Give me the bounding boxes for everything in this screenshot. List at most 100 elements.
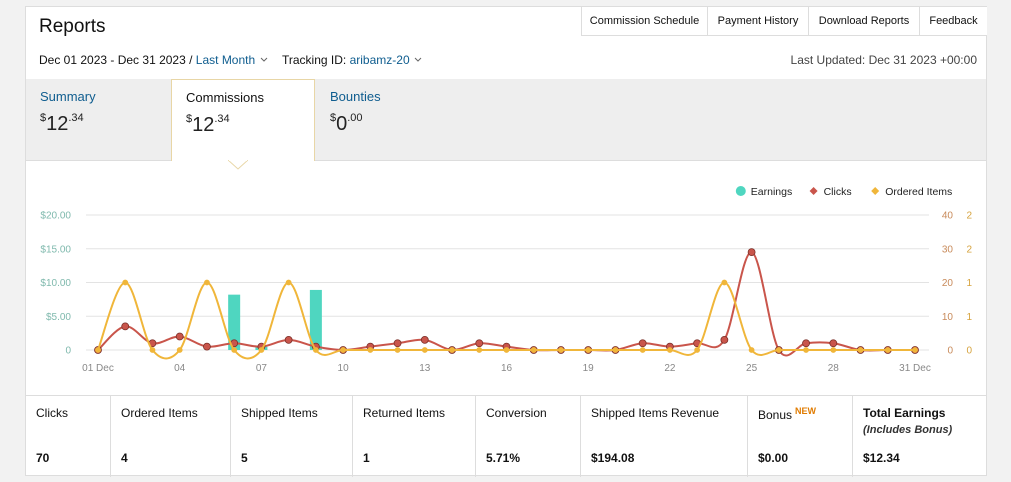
- column-header: Bonus NEW: [758, 406, 842, 422]
- point: [585, 347, 592, 353]
- summary-column: Ordered Items 4: [111, 396, 231, 477]
- bar: [228, 294, 241, 350]
- point: [503, 347, 510, 353]
- point: [884, 347, 891, 353]
- tracking-label: Tracking ID:: [282, 53, 347, 67]
- column-label: Shipped Items Revenue: [591, 406, 720, 420]
- download-reports-button[interactable]: Download Reports: [809, 7, 920, 36]
- bounties-tab[interactable]: Bounties $0.00: [316, 79, 461, 161]
- point: [612, 347, 619, 353]
- y-tick-label: $10.00: [40, 278, 71, 289]
- summary-table: Clicks 70 Ordered Items 4 Shipped Items 5 Retu…: [26, 395, 986, 477]
- point: [149, 347, 156, 353]
- column-value: $194.08: [591, 451, 635, 465]
- x-tick-label: 04: [174, 363, 186, 374]
- x-tick-label: 22: [664, 363, 676, 374]
- summary-column: Shipped Items Revenue $194.08: [581, 396, 748, 477]
- payment-history-button[interactable]: Payment History: [708, 7, 809, 36]
- point: [203, 342, 211, 351]
- point: [530, 347, 537, 353]
- point: [775, 347, 782, 353]
- y3-tick-label: 0: [966, 346, 972, 357]
- column-value: $12.34: [863, 451, 900, 465]
- point: [175, 332, 184, 341]
- y-tick-label: $15.00: [40, 244, 71, 255]
- cents: .00: [347, 112, 363, 124]
- point: [694, 347, 701, 353]
- point: [857, 347, 864, 353]
- date-filter[interactable]: Dec 01 2023 - Dec 31 2023 / Last Month: [39, 53, 269, 67]
- column-label: Clicks: [36, 406, 68, 420]
- column-value: $0.00: [758, 451, 789, 465]
- whole: 12: [46, 113, 69, 135]
- column-value: 5.71%: [486, 451, 521, 465]
- feedback-button[interactable]: Feedback: [920, 7, 987, 36]
- point: [747, 248, 756, 257]
- y2-tick-label: 20: [942, 278, 954, 289]
- column-label: Returned Items: [363, 406, 446, 420]
- cents: .34: [68, 112, 84, 124]
- y-tick-label: 0: [65, 346, 71, 357]
- whole: 12: [192, 114, 215, 136]
- chart: 0$5.00$10.00$15.00$20.000102030400112201…: [40, 186, 972, 374]
- summary-column: Clicks 70: [26, 396, 111, 477]
- y3-tick-label: 1: [966, 278, 972, 289]
- point: [367, 347, 374, 353]
- currency: $: [330, 112, 337, 124]
- point: [340, 347, 347, 353]
- tab-label: Bounties: [330, 89, 381, 104]
- x-tick-label: 31 Dec: [899, 363, 931, 374]
- point: [420, 335, 429, 344]
- reports-card: Reports Commission Schedule Payment Hist…: [25, 6, 987, 477]
- separator: /: [189, 53, 193, 67]
- point: [803, 347, 809, 353]
- date-range: Dec 01 2023 - Dec 31 2023: [39, 53, 186, 67]
- column-label: Conversion: [486, 406, 547, 420]
- column-header: Total Earnings: [863, 406, 976, 420]
- page-title: Reports: [39, 16, 106, 37]
- x-tick-label: 13: [419, 363, 431, 374]
- point: [284, 335, 293, 344]
- commission-schedule-button[interactable]: Commission Schedule: [581, 7, 708, 36]
- series-line: [97, 251, 915, 357]
- point: [829, 339, 838, 348]
- legend-marker: [809, 187, 818, 195]
- x-tick-label: 19: [583, 363, 595, 374]
- legend-marker: [871, 187, 880, 195]
- point: [393, 339, 402, 348]
- cents: .34: [214, 113, 230, 125]
- summary-tab[interactable]: Summary $12.34: [26, 79, 171, 161]
- point: [638, 339, 647, 348]
- last-updated: Last Updated: Dec 31 2023 +00:00: [790, 53, 977, 67]
- chevron-icon: [414, 57, 422, 62]
- tab-label: Summary: [40, 89, 96, 104]
- tab-pointer: [228, 160, 248, 170]
- point: [721, 279, 728, 286]
- column-header: Shipped Items Revenue: [591, 406, 737, 420]
- y2-tick-label: 30: [942, 244, 954, 255]
- point: [285, 279, 292, 286]
- column-value: 1: [363, 451, 370, 465]
- point: [748, 347, 755, 353]
- commissions-tab[interactable]: Commissions $12.34: [171, 79, 315, 161]
- point: [830, 347, 837, 353]
- point: [121, 322, 130, 331]
- tabs: Summary $12.34 Commissions $12.34 Bounti…: [26, 79, 986, 161]
- tab-label: Commissions: [186, 90, 265, 105]
- summary-column: Returned Items 1: [353, 396, 476, 477]
- point: [258, 347, 265, 353]
- point: [204, 279, 210, 286]
- tab-amount: $0.00: [330, 112, 447, 136]
- y3-tick-label: 2: [966, 244, 972, 255]
- y2-tick-label: 0: [947, 346, 953, 357]
- y-tick-label: $20.00: [40, 211, 71, 222]
- point: [421, 347, 428, 353]
- column-label: Shipped Items: [241, 406, 318, 420]
- point: [720, 335, 729, 344]
- point: [231, 347, 238, 353]
- x-tick-label: 28: [828, 363, 840, 374]
- tab-amount: $12.34: [40, 112, 157, 136]
- point: [122, 279, 129, 286]
- tracking-filter[interactable]: Tracking ID: aribamz-20: [282, 53, 423, 67]
